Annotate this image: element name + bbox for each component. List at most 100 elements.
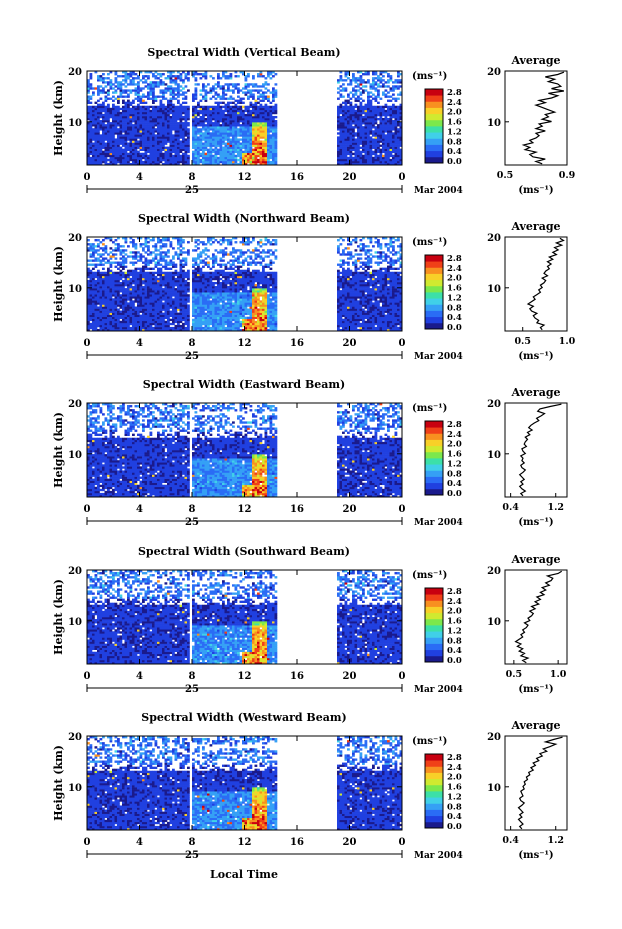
- heatmap-cell: [110, 266, 113, 268]
- heatmap-cell: [177, 315, 180, 317]
- heatmap-cell: [260, 106, 263, 108]
- heatmap-cell: [142, 110, 145, 112]
- heatmap-cell: [137, 278, 140, 280]
- heatmap-cell: [212, 106, 215, 108]
- heatmap-cell: [177, 138, 180, 140]
- heatmap-cell: [275, 126, 278, 128]
- heatmap-cell: [260, 147, 263, 149]
- heatmap-cell: [105, 130, 108, 132]
- heatmap-cell: [265, 155, 268, 157]
- heatmap-cell: [107, 128, 110, 130]
- heatmap-cell: [135, 325, 138, 327]
- heatmap-cell: [102, 134, 105, 136]
- heatmap-cell: [152, 140, 155, 142]
- heatmap-cell: [92, 274, 95, 276]
- heatmap-cell: [172, 155, 175, 157]
- heatmap-cell: [257, 145, 260, 147]
- heatmap-cell: [390, 116, 393, 118]
- heatmap-cell: [107, 149, 110, 151]
- heatmap-cell: [110, 304, 113, 306]
- heatmap-cell: [202, 118, 205, 120]
- heatmap-cell: [112, 143, 115, 145]
- heatmap-cell: [217, 124, 220, 126]
- heatmap-cell: [145, 262, 148, 264]
- heatmap-cell: [135, 132, 138, 134]
- heatmap-cell: [102, 306, 105, 308]
- heatmap-cell: [340, 149, 343, 151]
- heatmap-cell: [347, 77, 350, 79]
- heatmap-cell: [135, 159, 138, 161]
- heatmap-cell: [170, 145, 173, 147]
- heatmap-cell: [232, 138, 235, 140]
- heatmap-cell: [110, 251, 113, 253]
- heatmap-cell: [97, 130, 100, 132]
- heatmap-cell: [385, 130, 388, 132]
- heatmap-cell: [370, 143, 373, 145]
- heatmap-cell: [97, 317, 100, 319]
- panel-title: Spectral Width (Vertical Beam): [147, 46, 340, 59]
- heatmap-cell: [160, 96, 163, 98]
- heatmap-cell: [250, 147, 253, 149]
- heatmap-cell: [117, 145, 120, 147]
- heatmap-cell: [352, 75, 355, 77]
- heatmap-cell: [182, 147, 185, 149]
- heatmap-cell: [382, 161, 385, 163]
- heatmap-cell: [130, 278, 133, 280]
- heatmap-cell: [167, 140, 170, 142]
- heatmap-cell: [202, 120, 205, 122]
- heatmap-cell: [382, 122, 385, 124]
- heatmap-cell: [165, 140, 168, 142]
- heatmap-cell: [117, 282, 120, 284]
- heatmap-cell: [247, 132, 250, 134]
- heatmap-cell: [90, 315, 93, 317]
- heatmap-cell: [192, 145, 195, 147]
- heatmap-cell: [255, 112, 258, 114]
- heatmap-cell: [172, 91, 175, 93]
- heatmap-cell: [125, 259, 128, 261]
- heatmap-cell: [205, 73, 208, 75]
- heatmap-cell: [105, 120, 108, 122]
- heatmap-cell: [115, 89, 118, 91]
- heatmap-cell: [172, 272, 175, 274]
- heatmap-cell: [107, 278, 110, 280]
- heatmap-cell: [212, 159, 215, 161]
- heatmap-cell: [365, 126, 368, 128]
- heatmap-cell: [365, 138, 368, 140]
- heatmap-cell: [387, 73, 390, 75]
- heatmap-cell: [217, 157, 220, 159]
- heatmap-cell: [215, 116, 218, 118]
- heatmap-cell: [255, 110, 258, 112]
- heatmap-cell: [200, 108, 203, 110]
- heatmap-cell: [175, 106, 178, 108]
- heatmap-cell: [102, 138, 105, 140]
- heatmap-cell: [385, 89, 388, 91]
- heatmap-cell: [230, 98, 233, 100]
- heatmap-cell: [260, 122, 263, 124]
- heatmap-cell: [340, 153, 343, 155]
- heatmap-cell: [132, 128, 135, 130]
- heatmap-cell: [262, 136, 265, 138]
- heatmap-cell: [115, 153, 118, 155]
- heatmap-cell: [275, 89, 278, 91]
- heatmap-cell: [202, 96, 205, 98]
- heatmap-cell: [390, 75, 393, 77]
- heatmap-cell: [227, 83, 230, 85]
- heatmap-cell: [230, 153, 233, 155]
- heatmap-cell: [365, 118, 368, 120]
- heatmap-cell: [157, 313, 160, 315]
- heatmap-cell: [152, 239, 155, 241]
- heatmap-cell: [275, 149, 278, 151]
- heatmap-cell: [130, 317, 133, 319]
- heatmap-cell: [167, 89, 170, 91]
- heatmap-cell: [217, 106, 220, 108]
- heatmap-cell: [102, 132, 105, 134]
- heatmap-cell: [92, 311, 95, 313]
- heatmap-cell: [355, 118, 358, 120]
- heatmap-cell: [90, 323, 93, 325]
- heatmap-cell: [145, 239, 148, 241]
- heatmap-cell: [160, 268, 163, 270]
- heatmap-cell: [345, 124, 348, 126]
- heatmap-cell: [145, 288, 148, 290]
- heatmap-cell: [102, 253, 105, 255]
- heatmap-cell: [382, 140, 385, 142]
